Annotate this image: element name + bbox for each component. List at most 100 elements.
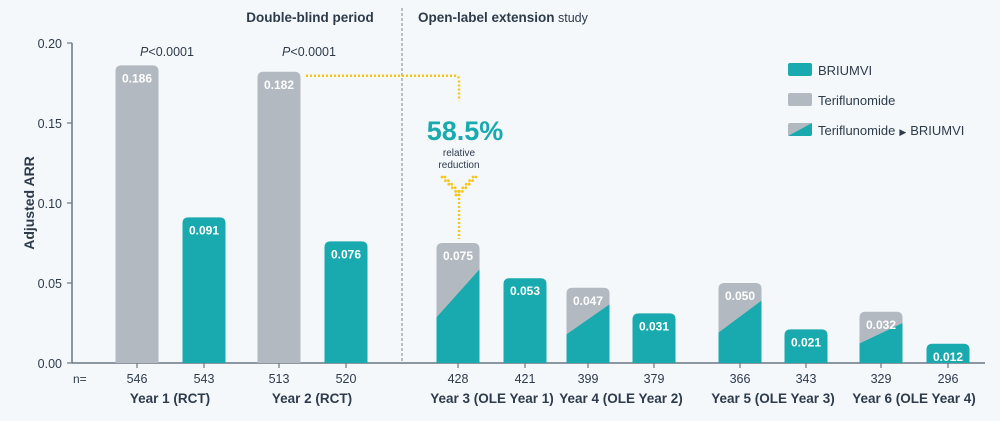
bar-teriflunomide-to-briumvi xyxy=(718,283,762,363)
legend-label-switch-a: Teriflunomide xyxy=(818,123,895,138)
bar-briumvi xyxy=(182,217,226,363)
bar-briumvi xyxy=(926,343,970,363)
chart-marks: 0.00 0.05 0.10 0.15 0.20 0.186 546 0.091 543 Year… xyxy=(38,8,985,406)
period-label-double-blind: Double-blind period xyxy=(246,10,374,25)
y-tick-label: 0.10 xyxy=(38,197,62,211)
p-value-text: <0.0001 xyxy=(148,45,194,59)
bar-value-label: 0.091 xyxy=(189,223,219,237)
chevron-dot xyxy=(440,175,444,179)
n-value: 513 xyxy=(269,372,290,386)
bar-value-label: 0.032 xyxy=(866,318,896,332)
p-value-prefix: P xyxy=(282,45,291,59)
chevron-dot xyxy=(464,186,468,190)
bar-teriflunomide-to-briumvi xyxy=(859,311,903,363)
legend-label-switch-b: BRIUMVI xyxy=(910,123,964,138)
annotation-line2: reduction xyxy=(438,160,479,171)
p-value-text: <0.0001 xyxy=(290,45,336,59)
bar-teriflunomide-to-briumvi xyxy=(436,243,480,363)
bar-value-label: 0.186 xyxy=(122,71,152,85)
y-axis-title: Adjusted ARR xyxy=(21,156,37,250)
chevron-dot xyxy=(443,175,447,179)
bar-briumvi xyxy=(784,329,828,363)
n-value: 366 xyxy=(730,372,751,386)
x-group-label: Year 6 (OLE Year 4) xyxy=(852,391,976,406)
annotation-value: 58.5% xyxy=(427,116,504,146)
bar-value-label: 0.031 xyxy=(639,319,669,333)
p-value-label: P<0.0001 xyxy=(140,45,194,59)
chevron-dot xyxy=(471,179,474,183)
bar-teriflunomide xyxy=(115,65,159,364)
chevron-dot xyxy=(453,186,457,190)
bar-value-label: 0.182 xyxy=(264,78,294,92)
legend: BRIUMVI Teriflunomide Teriflunomide ▶ BRIU… xyxy=(788,63,964,138)
chevron-dot xyxy=(458,190,461,193)
bar-value-label: 0.047 xyxy=(573,294,603,308)
x-group-label: Year 5 (OLE Year 3) xyxy=(711,391,835,406)
n-label: n= xyxy=(73,372,87,386)
x-group-label: Year 4 (OLE Year 2) xyxy=(559,391,683,406)
annotation-connector-line xyxy=(306,74,461,101)
n-value: 520 xyxy=(336,372,357,386)
x-group-label: Year 1 (RCT) xyxy=(130,391,210,406)
n-value: 399 xyxy=(578,372,599,386)
legend-swatch-teriflunomide xyxy=(788,93,812,106)
legend-swatch-switch xyxy=(788,123,812,136)
bar-value-label: 0.075 xyxy=(443,249,473,263)
annotation-line1: relative xyxy=(443,148,476,159)
bar-teriflunomide-to-briumvi xyxy=(566,287,610,363)
bar-segment-briumvi xyxy=(859,323,903,363)
legend-arrow-icon: ▶ xyxy=(899,127,906,137)
chevron-dot xyxy=(447,182,451,186)
annotation-chevron-icon xyxy=(440,175,478,197)
x-group-label: Year 2 (RCT) xyxy=(272,391,352,406)
y-tick-label: 0.00 xyxy=(38,357,62,371)
bar-value-label: 0.012 xyxy=(933,350,963,364)
n-value: 543 xyxy=(194,372,215,386)
bar-value-label: 0.021 xyxy=(791,335,821,349)
y-tick-label: 0.05 xyxy=(38,277,62,291)
p-value-label: P<0.0001 xyxy=(282,45,336,59)
period-label-open-label-bold: Open-label extension xyxy=(418,10,555,25)
n-value: 546 xyxy=(127,372,148,386)
chevron-dot xyxy=(444,179,447,183)
n-value: 428 xyxy=(448,372,469,386)
y-tick-label: 0.20 xyxy=(38,37,62,51)
chevron-dot xyxy=(450,186,454,190)
bar-briumvi xyxy=(632,313,676,363)
chevron-dot xyxy=(471,175,475,179)
legend-label-teriflunomide: Teriflunomide xyxy=(818,93,895,108)
bar-segment-briumvi xyxy=(718,300,762,363)
chevron-dot xyxy=(447,179,450,183)
chevron-dot xyxy=(454,193,458,197)
bar-value-label: 0.050 xyxy=(725,289,755,303)
chevron-dot xyxy=(467,182,471,186)
chevron-dot xyxy=(461,186,465,190)
n-value: 329 xyxy=(871,372,892,386)
bar-segment-briumvi xyxy=(436,269,480,363)
bar-briumvi xyxy=(324,241,368,363)
legend-label-switch: Teriflunomide ▶ BRIUMVI xyxy=(818,123,964,138)
chevron-dot xyxy=(457,193,461,197)
chevron-dot xyxy=(464,182,468,186)
chevron-dot xyxy=(474,175,478,179)
bar-segment-briumvi xyxy=(566,304,610,363)
y-tick-label: 0.15 xyxy=(38,117,62,131)
n-value: 421 xyxy=(515,372,536,386)
x-group-label: Year 3 (OLE Year 1) xyxy=(430,391,554,406)
n-value: 343 xyxy=(796,372,817,386)
period-label-open-label: Open-label extension study xyxy=(418,10,589,25)
chevron-dot xyxy=(450,182,454,186)
chevron-dot xyxy=(461,190,464,193)
n-value: 379 xyxy=(644,372,665,386)
bar-value-label: 0.076 xyxy=(331,247,361,261)
legend-label-briumvi: BRIUMVI xyxy=(818,63,872,78)
bar-teriflunomide xyxy=(257,71,301,364)
n-value: 296 xyxy=(938,372,959,386)
chevron-dot xyxy=(468,179,471,183)
chevron-dot xyxy=(454,190,457,193)
bar-briumvi xyxy=(503,278,547,363)
bar-value-label: 0.053 xyxy=(510,284,540,298)
legend-swatch-briumvi xyxy=(788,63,812,76)
period-label-open-label-rest: study xyxy=(555,11,589,25)
